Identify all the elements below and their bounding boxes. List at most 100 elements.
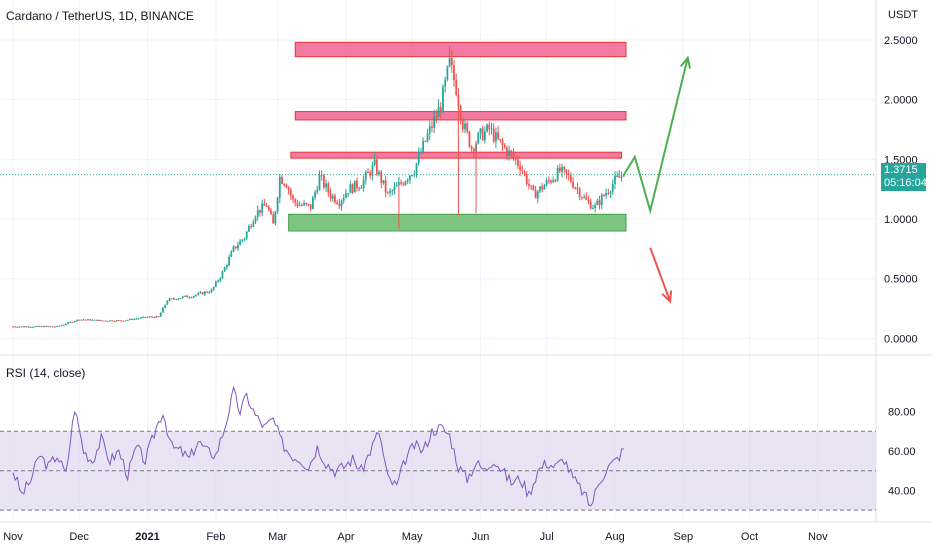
candle-body xyxy=(600,194,603,206)
candle-body xyxy=(307,203,310,205)
candle-body xyxy=(578,189,581,198)
candle-body xyxy=(431,126,433,128)
candle-body xyxy=(210,289,213,293)
candle-body xyxy=(65,323,67,325)
candle-body xyxy=(287,187,290,191)
candle-body xyxy=(51,326,54,328)
candle-body xyxy=(563,166,566,170)
candle-body xyxy=(56,325,58,327)
candle-body xyxy=(603,194,605,196)
projection-down-arrow xyxy=(649,247,672,302)
candle-body xyxy=(248,226,250,232)
candle-body xyxy=(201,292,204,295)
candle-body xyxy=(27,326,30,328)
candle-body xyxy=(580,197,583,199)
candle-body xyxy=(587,199,590,202)
rsi-title: RSI (14, close) xyxy=(6,366,86,380)
candle-body xyxy=(181,296,184,299)
candle-body xyxy=(71,321,74,323)
candle-body xyxy=(283,183,286,186)
candle-body xyxy=(131,319,133,321)
candle-body xyxy=(241,239,244,241)
time-axis-label: Nov xyxy=(3,531,23,543)
candle-body xyxy=(576,187,579,190)
candle-body xyxy=(342,197,345,201)
candle-body xyxy=(256,209,259,217)
candle-body xyxy=(530,185,533,187)
candle-body xyxy=(91,319,94,321)
candle-body xyxy=(25,326,28,328)
candle-body xyxy=(34,326,36,328)
candle-body xyxy=(439,107,442,113)
candle-body xyxy=(420,152,422,154)
candle-body xyxy=(508,150,511,156)
candle-body xyxy=(234,246,237,249)
candle-body xyxy=(417,153,420,164)
rsi-axis-label: 60.00 xyxy=(888,446,916,458)
candle-body xyxy=(594,204,597,208)
candle-body xyxy=(40,326,43,328)
candle-body xyxy=(195,294,197,296)
candle-body xyxy=(314,192,316,198)
candle-body xyxy=(490,128,493,130)
candle-body xyxy=(347,193,350,195)
candle-body xyxy=(175,299,178,301)
candle-body xyxy=(373,159,376,166)
candle-body xyxy=(294,199,297,203)
candle-body xyxy=(166,300,169,305)
candle-body xyxy=(115,320,118,322)
last-price-tag: 1.3715 05:16:04 xyxy=(881,163,927,191)
candle-body xyxy=(345,193,347,198)
candle-body xyxy=(380,171,383,184)
candle-body xyxy=(267,206,270,211)
candle-body xyxy=(397,182,400,186)
candle-body xyxy=(367,172,369,174)
candle-body xyxy=(583,196,585,198)
candle-body xyxy=(534,190,537,199)
resistance-zone xyxy=(290,151,623,159)
candle-body xyxy=(364,172,367,180)
candle-body xyxy=(289,190,292,196)
candle-body xyxy=(393,186,396,191)
projection-up-arrow xyxy=(622,57,689,215)
candle-body xyxy=(292,195,294,200)
candle-body xyxy=(300,205,303,207)
candle-body xyxy=(151,316,153,318)
candle-body xyxy=(261,203,264,213)
last-price-value: 1.3715 xyxy=(884,164,918,176)
bar-countdown: 05:16:04 xyxy=(884,177,927,189)
candle-body xyxy=(278,176,281,198)
candle-body xyxy=(217,280,219,282)
time-axis-label: Dec xyxy=(69,531,89,543)
candle-body xyxy=(411,175,414,177)
candle-body xyxy=(481,128,484,141)
candle-body xyxy=(221,271,224,279)
price-axis-label: 0.0000 xyxy=(884,333,918,345)
candle-body xyxy=(214,281,217,287)
candle-body xyxy=(552,180,555,183)
candle-body xyxy=(98,319,100,321)
candle-body xyxy=(541,186,544,190)
candle-body xyxy=(137,318,140,320)
candle-body xyxy=(184,295,186,297)
candle-body xyxy=(519,165,522,171)
candle-body xyxy=(239,240,242,246)
candle-body xyxy=(102,320,105,322)
candle-body xyxy=(296,202,299,206)
candle-body xyxy=(523,171,526,174)
candle-body xyxy=(78,319,81,321)
candle-body xyxy=(589,201,592,209)
candle-body xyxy=(492,128,495,142)
candle-body xyxy=(614,175,616,184)
candle-body xyxy=(567,173,570,176)
candle-body xyxy=(225,265,228,268)
candle-body xyxy=(545,180,548,186)
candle-body xyxy=(89,319,92,321)
candle-body xyxy=(117,320,120,322)
candle-body xyxy=(402,183,405,185)
candle-body xyxy=(135,318,138,320)
candle-body xyxy=(327,183,330,193)
candle-body xyxy=(442,86,444,113)
candle-body xyxy=(230,251,233,257)
time-axis-label: Feb xyxy=(206,531,225,543)
